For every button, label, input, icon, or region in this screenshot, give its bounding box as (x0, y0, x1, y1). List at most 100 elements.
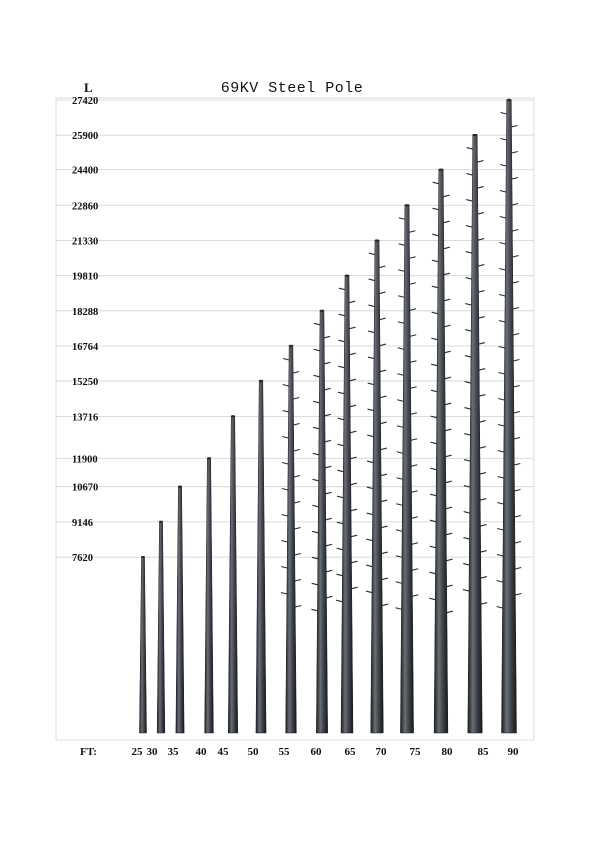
pole-shaft (204, 458, 214, 734)
pole-step (381, 551, 388, 555)
pole-step (281, 487, 288, 491)
pole-step (293, 422, 300, 426)
pole-step (513, 358, 520, 362)
pole-step (479, 394, 486, 397)
pole-step (500, 137, 507, 141)
pole-45ft (227, 415, 239, 734)
pole-step (311, 582, 318, 586)
pole-step (337, 443, 344, 447)
pole-step (295, 604, 302, 608)
x-tick-label: 30 (147, 746, 159, 758)
pole-step (465, 303, 472, 306)
pole-step (312, 452, 319, 456)
pole-step (292, 370, 300, 374)
pole-step (480, 550, 487, 553)
pole-step (280, 565, 288, 569)
pole-step (512, 280, 519, 284)
pole-step (294, 500, 301, 504)
pole-step (366, 460, 374, 464)
pole-step (497, 475, 504, 479)
pole-step (432, 181, 439, 185)
pole-step (281, 539, 288, 543)
pole-step (477, 238, 485, 241)
pole-shaft (400, 205, 414, 734)
pole-step (293, 474, 301, 478)
pole-cap (258, 379, 264, 383)
pole-step (496, 579, 503, 583)
pole-cap (177, 485, 183, 488)
pole-step (326, 595, 333, 599)
pole-step (396, 477, 403, 480)
pole-step (431, 363, 438, 367)
x-tick-label: 40 (196, 746, 208, 758)
pole-step (480, 498, 487, 501)
pole-step (411, 542, 419, 545)
pole-step (282, 435, 289, 439)
pole-step (412, 594, 419, 597)
pole-shaft (467, 134, 483, 734)
pole-shaft (255, 380, 267, 734)
x-tick-label: 50 (248, 746, 260, 758)
pole-step (365, 590, 373, 594)
pole-cap (230, 415, 236, 418)
pole-step (445, 402, 452, 406)
pole-step (511, 124, 518, 128)
pole-step (464, 355, 472, 358)
pole-step (379, 291, 386, 295)
pole-step (367, 382, 374, 386)
pole-step (326, 569, 333, 573)
pole-step (512, 254, 519, 258)
chart-title: 69KV Steel Pole (221, 80, 364, 97)
pole-step (500, 111, 507, 115)
pole-step (431, 259, 439, 263)
pole-step (463, 459, 471, 462)
pole-step (497, 527, 504, 531)
pole-step (444, 298, 451, 302)
pole-step (349, 326, 356, 330)
pole-step (409, 230, 416, 233)
pole-step (479, 368, 486, 371)
pole-step (379, 265, 386, 269)
pole-step (411, 516, 418, 519)
pole-step (282, 383, 289, 387)
pole-step (398, 243, 405, 246)
pole-step (294, 526, 301, 530)
pole-step (463, 537, 470, 540)
pole-step (444, 376, 452, 380)
pole-step (466, 199, 473, 202)
pole-step (336, 547, 343, 551)
pole-step (498, 345, 505, 349)
pole-step (395, 555, 403, 558)
pole-step (429, 493, 437, 497)
pole-step (313, 322, 321, 326)
pole-step (445, 506, 453, 510)
pole-step (443, 220, 450, 224)
pole-step (367, 434, 374, 438)
pole-cap (374, 239, 380, 242)
pole-90ft (496, 98, 522, 734)
pole-step (411, 490, 418, 493)
pole-step (513, 436, 521, 440)
x-tick-label: 75 (410, 746, 422, 758)
pole-cap (438, 168, 444, 171)
pole-step (466, 147, 473, 150)
pole-step (465, 277, 472, 280)
pole-step (497, 501, 504, 505)
pole-step (366, 486, 373, 490)
pole-step (351, 560, 358, 564)
pole-step (282, 409, 289, 413)
poles (139, 98, 522, 734)
x-tick-label: 85 (478, 746, 490, 758)
pole-step (496, 605, 503, 609)
pole-step (464, 407, 471, 410)
pole-50ft (255, 379, 267, 734)
pole-step (397, 347, 404, 350)
pole-step (512, 228, 519, 232)
pole-step (349, 352, 356, 356)
pole-step (280, 591, 288, 595)
pole-cap (288, 344, 294, 348)
pole-step (499, 215, 506, 219)
pole-cap (404, 204, 410, 207)
pole-step (380, 395, 387, 399)
pole-step (337, 391, 345, 395)
